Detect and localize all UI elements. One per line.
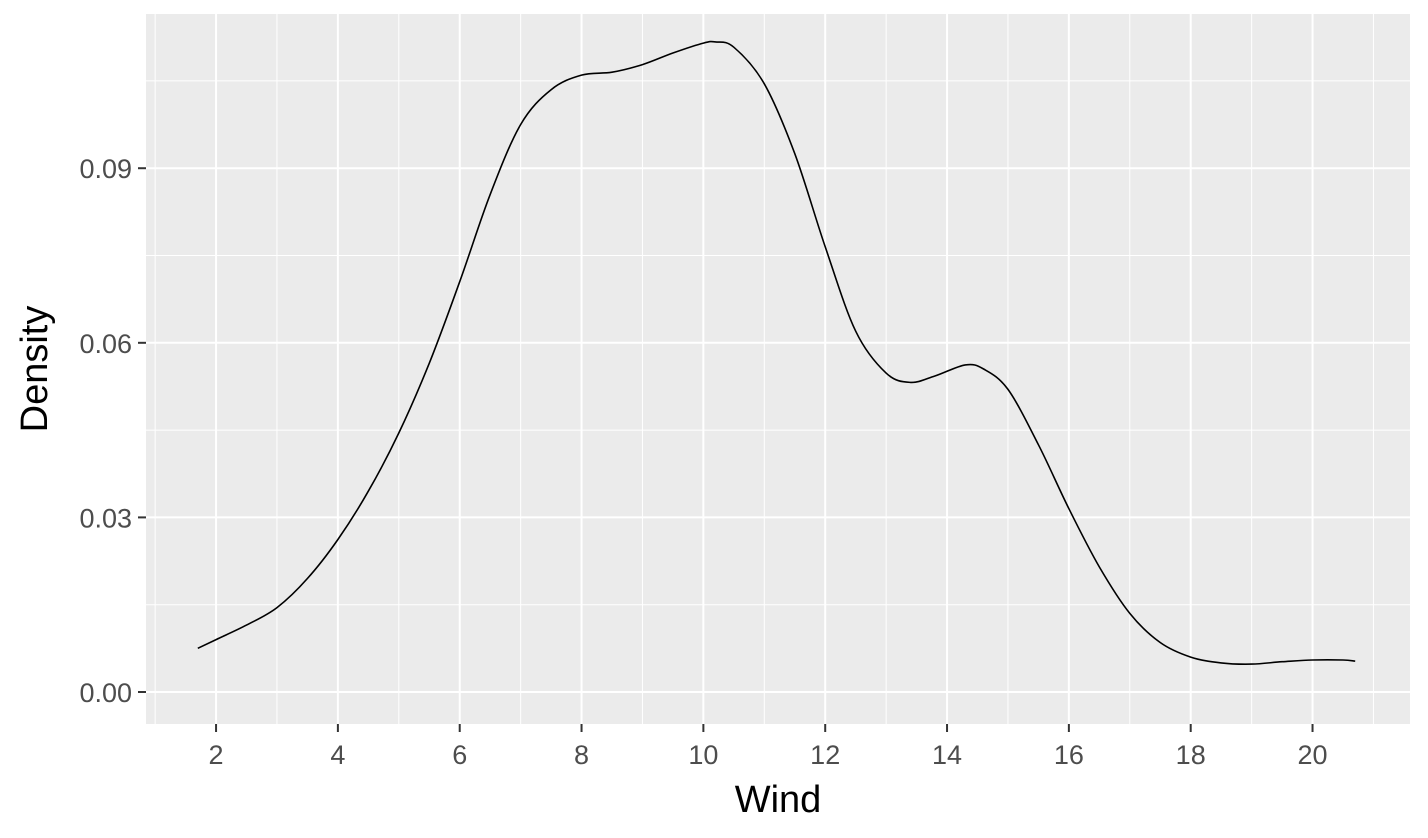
x-tick-label: 20 [1298,740,1328,770]
x-tick-label: 10 [688,740,718,770]
x-tick-label: 4 [330,740,345,770]
x-tick-label: 14 [932,740,962,770]
minor-gridlines [146,14,1410,724]
x-tick-label: 2 [209,740,224,770]
x-tick-label: 8 [574,740,589,770]
y-axis: 0.00 0.03 0.06 0.09 [79,154,146,708]
y-tick-label: 0.09 [79,154,132,184]
y-tick-label: 0.00 [79,678,132,708]
plot-panel [146,14,1410,724]
major-gridlines [146,14,1410,724]
y-tick-label: 0.03 [79,503,132,533]
x-axis-title: Wind [735,779,822,821]
x-tick-label: 18 [1176,740,1206,770]
x-tick-label: 6 [452,740,467,770]
x-tick-label: 16 [1054,740,1084,770]
y-tick-label: 0.06 [79,329,132,359]
x-tick-label: 12 [810,740,840,770]
x-axis: 2 4 6 8 10 12 14 16 18 20 [209,724,1328,770]
density-curve [197,40,1356,665]
y-axis-title: Density [14,306,56,433]
